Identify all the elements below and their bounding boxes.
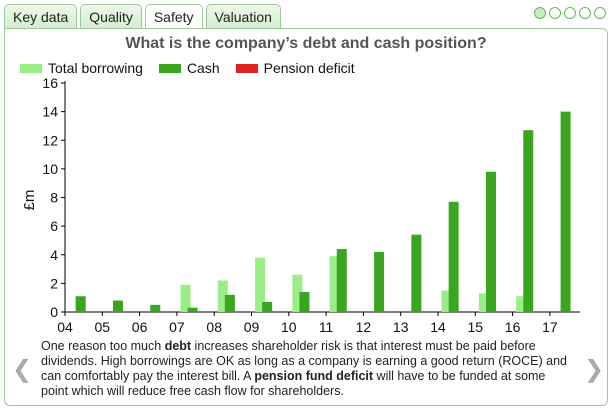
x-tick-label: 08 [206,319,222,335]
bar-cash [411,234,422,312]
page-dot[interactable] [564,7,576,19]
chart-legend: Total borrowing Cash Pension deficit [20,60,371,76]
bar-cash [75,296,86,312]
bar-cash [224,294,235,312]
bar-cash [374,251,385,312]
y-axis-label: £m [21,190,38,211]
x-tick-label: 16 [505,319,521,335]
y-tick-label: 0 [50,304,58,320]
bar-total-borrowing [180,284,191,312]
description-part: will have to be funded at some point whi… [41,369,546,398]
bar-total-borrowing [217,280,228,312]
chevron-left-icon[interactable]: ❮ [12,356,33,383]
bar-cash [187,307,198,312]
legend-swatch [235,63,258,73]
description-text: One reason too much debt increases share… [41,339,573,399]
bar-cash [560,111,571,312]
page-dot[interactable] [579,7,591,19]
bar-cash [150,304,161,312]
bar-cash [299,291,310,312]
page-dot[interactable] [549,7,561,19]
y-tick-label: 2 [50,275,58,291]
description-bold: pension fund deficit [254,369,374,383]
legend-swatch [158,63,181,73]
bar-total-borrowing [292,274,303,312]
x-tick-label: 14 [430,319,446,335]
x-tick-label: 13 [393,319,409,335]
description-part: One reason too much [41,339,165,353]
y-tick-label: 4 [50,247,58,263]
tab-bar: Key data Quality Safety Valuation [4,4,284,31]
x-tick-label: 09 [244,319,260,335]
legend-swatch [20,63,42,73]
bar-cash [262,301,273,312]
legend-label: Total borrowing [48,60,143,76]
chevron-right-icon[interactable]: ❯ [584,356,605,383]
x-tick-label: 12 [356,319,372,335]
description-bold: debt [164,339,192,353]
legend-item-cash: Cash [158,60,220,76]
legend-item-total-borrowing: Total borrowing [20,60,143,76]
bar-cash [523,130,534,312]
tab-quality[interactable]: Quality [80,4,142,29]
x-tick-label: 04 [57,319,73,335]
x-tick-label: 07 [169,319,185,335]
content-panel [4,28,608,406]
bar-total-borrowing [441,290,452,312]
bar-total-borrowing [255,257,266,312]
bar-cash [336,249,347,312]
y-tick-label: 12 [42,132,58,148]
legend-item-pension-deficit: Pension deficit [235,60,355,76]
bar-cash [485,171,496,312]
bar-total-borrowing [329,256,340,312]
page-dot[interactable] [594,7,606,19]
tab-valuation[interactable]: Valuation [205,4,281,29]
bar-cash [112,300,123,312]
debt-cash-chart: 0 2 4 6 8 10 12 14 16 £m 04 05 06 07 08 09 10 11 12 13 14 15 1… [21,75,580,335]
y-tick-label: 14 [42,104,58,120]
x-tick-label: 05 [95,319,111,335]
description-part: increases shareholder risk is that inter… [41,339,567,383]
y-tick-label: 10 [42,161,58,177]
page-dot[interactable] [534,7,546,19]
bar-total-borrowing [516,296,527,312]
legend-label: Cash [186,60,220,76]
page-indicator [531,7,606,19]
x-tick-label: 11 [319,319,334,335]
tab-key-data[interactable]: Key data [4,4,78,29]
tab-safety[interactable]: Safety [144,4,203,31]
y-tick-label: 6 [50,218,58,234]
y-tick-label: 8 [50,190,58,206]
x-tick-label: 17 [542,319,558,335]
bar-cash [448,201,459,312]
y-tick-label: 16 [42,75,58,91]
chart-title: What is the company’s debt and cash posi… [125,35,487,52]
x-tick-label: 10 [281,319,297,335]
x-tick-label: 15 [468,319,484,335]
bar-total-borrowing [478,293,489,312]
x-tick-label: 06 [132,319,148,335]
legend-label: Pension deficit [263,60,355,76]
